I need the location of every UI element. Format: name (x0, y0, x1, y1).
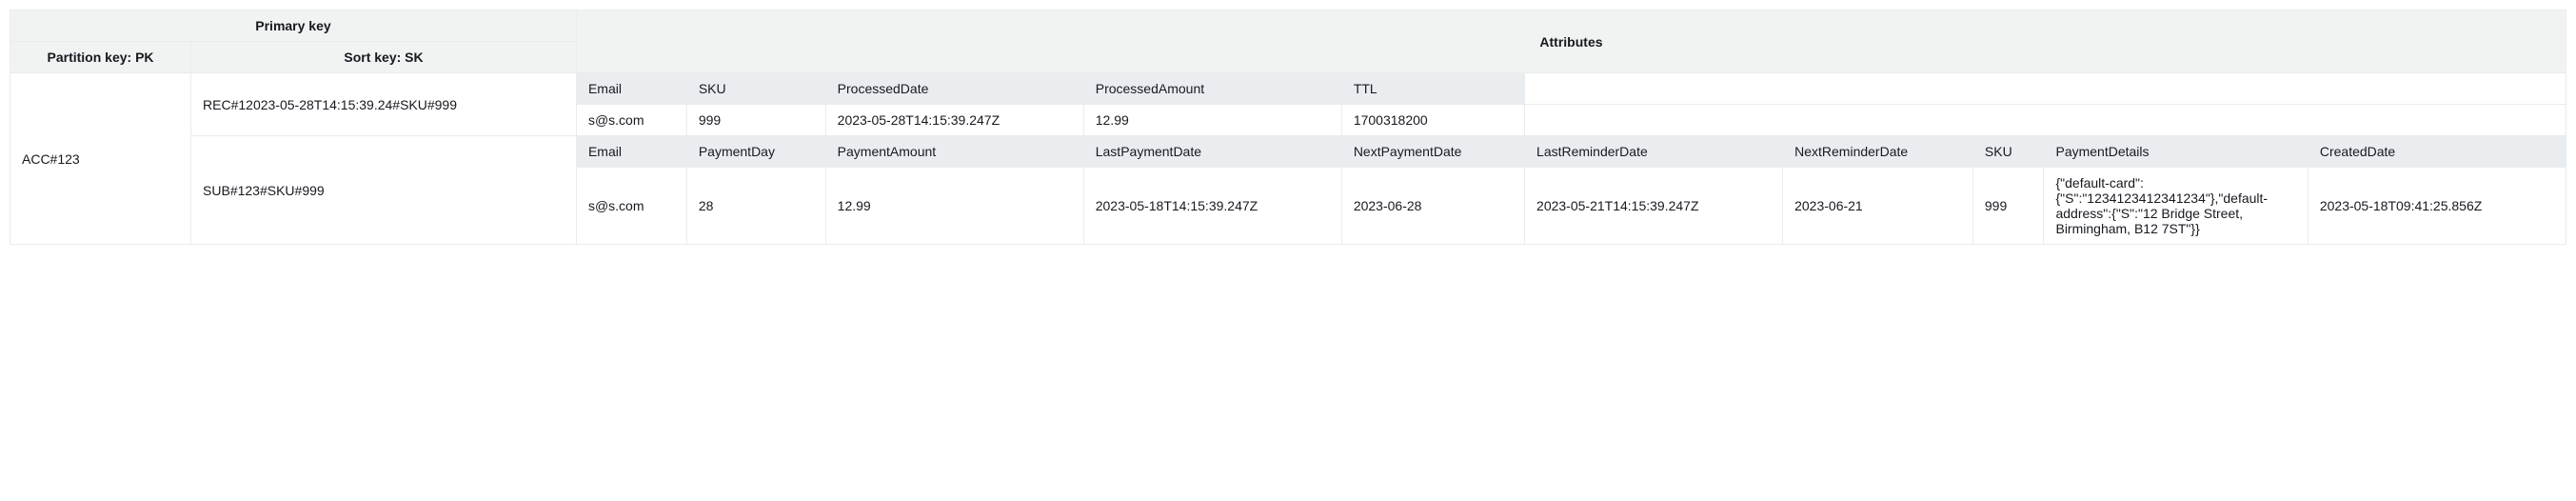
attr-value-email: s@s.com (576, 105, 686, 136)
attr-value-processed-date: 2023-05-28T14:15:39.247Z (825, 105, 1083, 136)
attr-label-last-payment-date: LastPaymentDate (1083, 136, 1341, 168)
attr-label-processed-amount: ProcessedAmount (1083, 73, 1341, 105)
empty-cell (1525, 105, 2566, 136)
attr-value-next-reminder-date: 2023-06-21 (1783, 168, 1973, 245)
attr-value-processed-amount: 12.99 (1083, 105, 1341, 136)
dynamodb-items-table: Primary key Attributes Partition key: PK… (10, 10, 2566, 245)
attr-label-next-reminder-date: NextReminderDate (1783, 136, 1973, 168)
attr-label-sku-2: SKU (1972, 136, 2044, 168)
partition-key-value: ACC#123 (10, 73, 191, 245)
sort-key-value-1: REC#12023-05-28T14:15:39.24#SKU#999 (191, 73, 577, 136)
partition-key-header: Partition key: PK (10, 42, 191, 73)
attr-value-sku: 999 (686, 105, 825, 136)
primary-key-header: Primary key (10, 10, 577, 42)
attr-label-payment-day: PaymentDay (686, 136, 825, 168)
empty-cell (1525, 73, 2566, 105)
attr-value-payment-details: {"default-card":{"S":"1234123412341234"}… (2044, 168, 2308, 245)
attributes-header: Attributes (576, 10, 2566, 73)
attr-label-created-date: CreatedDate (2308, 136, 2566, 168)
attr-value-ttl: 1700318200 (1341, 105, 1524, 136)
attr-value-last-reminder-date: 2023-05-21T14:15:39.247Z (1525, 168, 1783, 245)
attr-label-email-2: Email (576, 136, 686, 168)
attr-label-payment-details: PaymentDetails (2044, 136, 2308, 168)
attr-label-next-payment-date: NextPaymentDate (1341, 136, 1524, 168)
attr-value-last-payment-date: 2023-05-18T14:15:39.247Z (1083, 168, 1341, 245)
sort-key-value-2: SUB#123#SKU#999 (191, 136, 577, 245)
attr-label-payment-amount: PaymentAmount (825, 136, 1083, 168)
attr-value-next-payment-date: 2023-06-28 (1341, 168, 1524, 245)
attr-value-created-date: 2023-05-18T09:41:25.856Z (2308, 168, 2566, 245)
attr-label-processed-date: ProcessedDate (825, 73, 1083, 105)
attr-label-sku: SKU (686, 73, 825, 105)
attr-label-ttl: TTL (1341, 73, 1524, 105)
attr-label-last-reminder-date: LastReminderDate (1525, 136, 1783, 168)
attr-value-sku-2: 999 (1972, 168, 2044, 245)
attr-label-email: Email (576, 73, 686, 105)
attr-value-email-2: s@s.com (576, 168, 686, 245)
attr-value-payment-amount: 12.99 (825, 168, 1083, 245)
sort-key-header: Sort key: SK (191, 42, 577, 73)
attr-value-payment-day: 28 (686, 168, 825, 245)
